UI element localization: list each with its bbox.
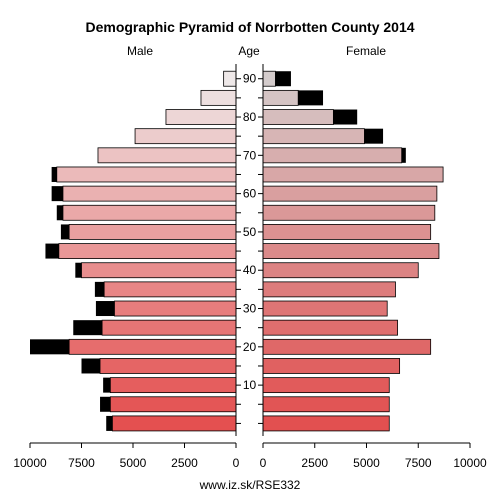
bar-male-85-89: [200, 89, 237, 106]
bar-male-surplus-30-34: [95, 301, 115, 317]
bar-female-65-69: [262, 166, 444, 183]
x-tick-label-male: 10000: [13, 456, 47, 470]
bars-layer: [30, 70, 444, 432]
x-tick-label-male: 5000: [120, 456, 147, 470]
bar-male-surplus-0-4: [106, 415, 113, 431]
x-tick-label-male: 2500: [171, 456, 198, 470]
bar-female-60-64: [262, 185, 438, 202]
bar-female-5-9: [262, 396, 390, 413]
bar-male-50-54: [68, 224, 237, 240]
bar-male-surplus-35-39: [94, 281, 105, 297]
bar-female-90+: [262, 70, 276, 87]
female-label: Female: [346, 44, 386, 58]
age-tick-label: 90: [243, 72, 257, 86]
bar-female-80-84: [262, 109, 334, 125]
bar-male-surplus-50-54: [60, 224, 70, 240]
bar-male-surplus-60-64: [51, 186, 63, 202]
age-tick-label: 30: [243, 302, 257, 316]
bar-male-surplus-55-59: [56, 205, 63, 221]
bar-female-surplus-80-84: [333, 109, 358, 125]
x-tick-label-female: 2500: [301, 456, 328, 470]
bar-female-surplus-70-74: [401, 147, 406, 163]
bar-male-55-59: [62, 204, 237, 221]
bar-male-80-84: [165, 109, 237, 125]
bar-female-75-79: [262, 128, 365, 145]
age-tick-label: 80: [243, 110, 257, 124]
bar-male-60-64: [62, 185, 237, 202]
bar-female-15-19: [262, 358, 401, 374]
bar-male-30-34: [114, 300, 237, 317]
x-tick-label-male: 0: [233, 456, 240, 470]
bar-female-40-44: [262, 262, 419, 279]
bar-male-70-74: [97, 147, 237, 164]
axes-layer: 90 80 70 60 50 40 30 20 10 10000 7500 5000 2500 0 0 250…: [13, 64, 487, 470]
bar-female-85-89: [262, 89, 299, 106]
bar-female-45-49: [262, 243, 440, 259]
age-tick-label: 70: [243, 148, 257, 162]
bar-male-25-29: [101, 319, 237, 336]
bar-female-25-29: [262, 319, 398, 336]
bar-male-40-44: [81, 262, 237, 279]
bar-male-surplus-20-24: [30, 339, 70, 355]
bar-male-35-39: [103, 281, 237, 298]
bar-female-surplus-85-89: [298, 90, 324, 106]
age-label: Age: [238, 44, 260, 58]
bar-male-surplus-5-9: [100, 396, 111, 412]
footer-source: www.iz.sk/RSE332: [199, 478, 301, 492]
x-tick-label-male: 7500: [68, 456, 95, 470]
bar-male-surplus-10-14: [103, 377, 111, 393]
bar-female-50-54: [262, 224, 432, 240]
bar-male-75-79: [134, 128, 237, 145]
x-tick-label-female: 10000: [453, 456, 487, 470]
bar-male-15-19: [99, 358, 237, 374]
age-tick-label: 60: [243, 187, 257, 201]
bar-female-surplus-75-79: [364, 128, 384, 144]
age-tick-label: 10: [243, 378, 257, 392]
chart-title: Demographic Pyramid of Norrbotten County…: [85, 19, 414, 35]
bar-female-70-74: [262, 147, 403, 164]
bar-male-surplus-25-29: [73, 320, 103, 336]
bar-female-20-24: [262, 338, 432, 355]
bar-male-20-24: [68, 338, 237, 355]
age-tick-label: 20: [243, 340, 257, 354]
bar-male-surplus-45-49: [45, 243, 59, 259]
x-tick-label-female: 5000: [353, 456, 380, 470]
bar-male-surplus-40-44: [75, 262, 82, 278]
bar-female-surplus-90+: [275, 71, 291, 87]
bar-male-10-14: [109, 377, 237, 394]
x-tick-label-female: 0: [260, 456, 267, 470]
bar-female-35-39: [262, 281, 396, 298]
bar-male-0-4: [112, 415, 237, 432]
bar-male-surplus-15-19: [81, 358, 101, 374]
bar-male-5-9: [109, 396, 237, 413]
male-label: Male: [127, 44, 153, 58]
x-tick-label-female: 7500: [405, 456, 432, 470]
bar-female-30-34: [262, 300, 388, 317]
bar-female-0-4: [262, 415, 390, 432]
bar-male-45-49: [58, 243, 237, 259]
age-tick-label: 40: [243, 263, 257, 277]
age-tick-label: 50: [243, 225, 257, 239]
bar-male-65-69: [56, 166, 237, 183]
bar-male-90+: [223, 70, 237, 87]
bar-female-55-59: [262, 204, 436, 221]
bar-female-10-14: [262, 377, 390, 394]
bar-male-surplus-65-69: [51, 166, 57, 182]
